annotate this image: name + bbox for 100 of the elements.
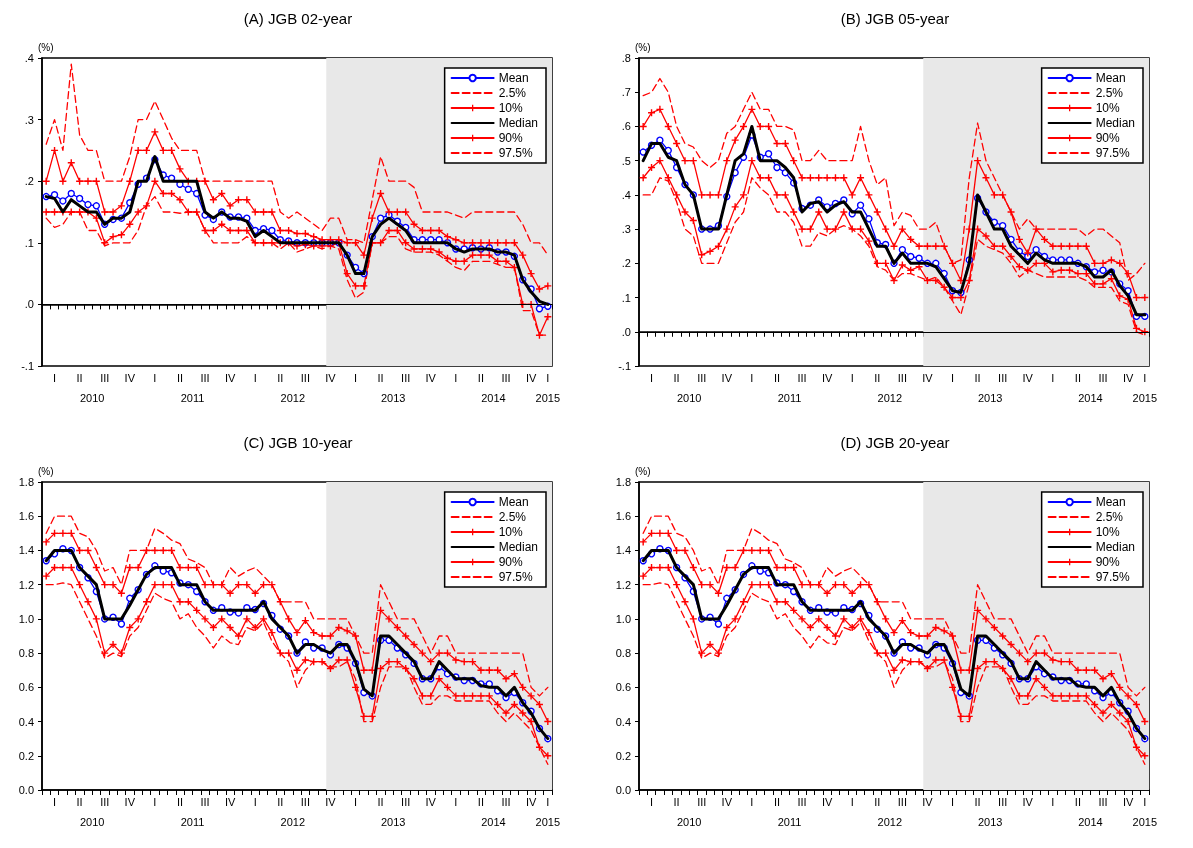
y-tick-label: 1.2: [615, 578, 631, 591]
x-tick-label: III: [200, 371, 210, 384]
legend-label: 97.5%: [1095, 570, 1130, 584]
x-tick-label: IV: [1022, 371, 1034, 384]
chart-title: (D) JGB 20-year: [840, 434, 950, 451]
x-tick-label: I: [750, 795, 754, 808]
x-tick-label: III: [1098, 371, 1108, 384]
legend-label: 97.5%: [498, 146, 533, 160]
x-tick-label: I: [454, 371, 458, 384]
y-tick-label: 0.0: [18, 784, 34, 796]
x-tick-label: II: [874, 371, 881, 384]
x-tick-label: IV: [1122, 795, 1134, 808]
x-tick-label: IV: [1022, 795, 1034, 808]
legend-label: Median: [498, 540, 538, 554]
chart-title: (B) JGB 05-year: [840, 10, 950, 27]
x-tick-label: II: [974, 371, 981, 384]
x2-tick-label: 2013: [380, 815, 406, 828]
x-tick-label: I: [353, 795, 358, 808]
x-tick-label: IV: [425, 795, 437, 808]
y-tick-label: -.1: [618, 360, 631, 372]
x-tick-label: II: [1074, 795, 1081, 808]
x-tick-label: I: [1143, 371, 1147, 384]
x2-tick-label: 2010: [79, 815, 105, 828]
legend-label: Median: [498, 116, 538, 130]
x-tick-label: IV: [124, 795, 136, 808]
x2-tick-label: 2013: [977, 815, 1003, 828]
x-tick-label: II: [477, 795, 484, 808]
x-tick-label: III: [300, 795, 310, 808]
x-tick-label: II: [1074, 371, 1081, 384]
y-tick-label: 1.8: [615, 476, 631, 488]
x-tick-label: I: [650, 795, 654, 808]
x-tick-label: III: [897, 371, 907, 384]
x-tick-label: I: [1051, 371, 1055, 384]
x-tick-label: III: [501, 371, 511, 384]
y-tick-label: .5: [621, 154, 631, 167]
legend-label: 10%: [1095, 525, 1120, 539]
y-tick-label: 0.0: [615, 784, 631, 796]
x-tick-label: II: [673, 371, 680, 384]
x-tick-label: I: [950, 371, 955, 384]
y-tick-label: .3: [621, 223, 631, 236]
x-tick-label: I: [850, 371, 854, 384]
x-tick-label: II: [673, 795, 680, 808]
x-tick-label: IV: [922, 371, 934, 384]
x-tick-label: II: [176, 795, 184, 808]
x2-tick-label: 2012: [877, 391, 903, 404]
x-tick-label: II: [277, 795, 284, 808]
legend-label: 2.5%: [1095, 86, 1124, 100]
x2-tick-label: 2014: [1078, 391, 1103, 404]
legend-label: Median: [1095, 116, 1135, 130]
y-tick-label: 0.6: [18, 681, 34, 694]
chart-title: (A) JGB 02-year: [243, 10, 353, 27]
x2-tick-label: 2013: [380, 391, 406, 404]
x-tick-label: III: [797, 795, 807, 808]
x-tick-label: I: [650, 371, 654, 384]
x-tick-label: III: [401, 371, 411, 384]
legend-label: 90%: [498, 555, 523, 569]
y-axis-title: (%): [635, 41, 651, 53]
x-tick-label: IV: [821, 795, 833, 808]
y-tick-label: .4: [24, 52, 34, 64]
x-tick-label: II: [277, 371, 284, 384]
y-tick-label: .0: [24, 298, 34, 311]
x2-tick-label: 2011: [777, 815, 802, 828]
x-tick-label: III: [998, 795, 1008, 808]
x-tick-label: II: [76, 371, 83, 384]
x-tick-label: III: [501, 795, 511, 808]
x2-tick-label: 2012: [280, 815, 306, 828]
x2-tick-label: 2011: [777, 391, 802, 404]
legend-label: 2.5%: [1095, 510, 1124, 524]
y-tick-label: 1.4: [18, 544, 34, 557]
legend-label: Mean: [498, 71, 529, 85]
x-tick-label: IV: [425, 371, 437, 384]
x2-tick-label: 2012: [877, 815, 903, 828]
x-tick-label: III: [1098, 795, 1108, 808]
y-tick-label: 1.0: [615, 612, 631, 625]
x-tick-label: IV: [721, 371, 733, 384]
x-tick-label: I: [353, 371, 358, 384]
y-tick-label: 0.2: [615, 749, 631, 762]
y-axis-title: (%): [38, 465, 54, 477]
y-tick-label: 1.4: [615, 544, 631, 557]
legend-label: 90%: [1095, 555, 1120, 569]
y-tick-label: 0.6: [615, 681, 631, 694]
x-tick-label: I: [1051, 795, 1055, 808]
x-tick-label: I: [153, 795, 157, 808]
legend-label: 90%: [1095, 131, 1120, 145]
x-tick-label: IV: [525, 795, 537, 808]
x-tick-label: III: [100, 795, 110, 808]
legend-label: 10%: [498, 101, 523, 115]
x-tick-label: II: [974, 795, 981, 808]
x-tick-label: I: [153, 371, 157, 384]
legend-label: Mean: [498, 495, 529, 509]
x2-tick-label: 2012: [280, 391, 306, 404]
x-tick-label: III: [697, 371, 707, 384]
x-tick-label: III: [998, 371, 1008, 384]
x-tick-label: I: [253, 795, 257, 808]
y-axis-title: (%): [635, 465, 651, 477]
x-tick-label: I: [53, 371, 57, 384]
x2-tick-label: 2014: [481, 391, 506, 404]
y-tick-label: 0.8: [18, 647, 34, 660]
x-tick-label: IV: [224, 371, 236, 384]
x2-tick-label: 2010: [676, 391, 702, 404]
